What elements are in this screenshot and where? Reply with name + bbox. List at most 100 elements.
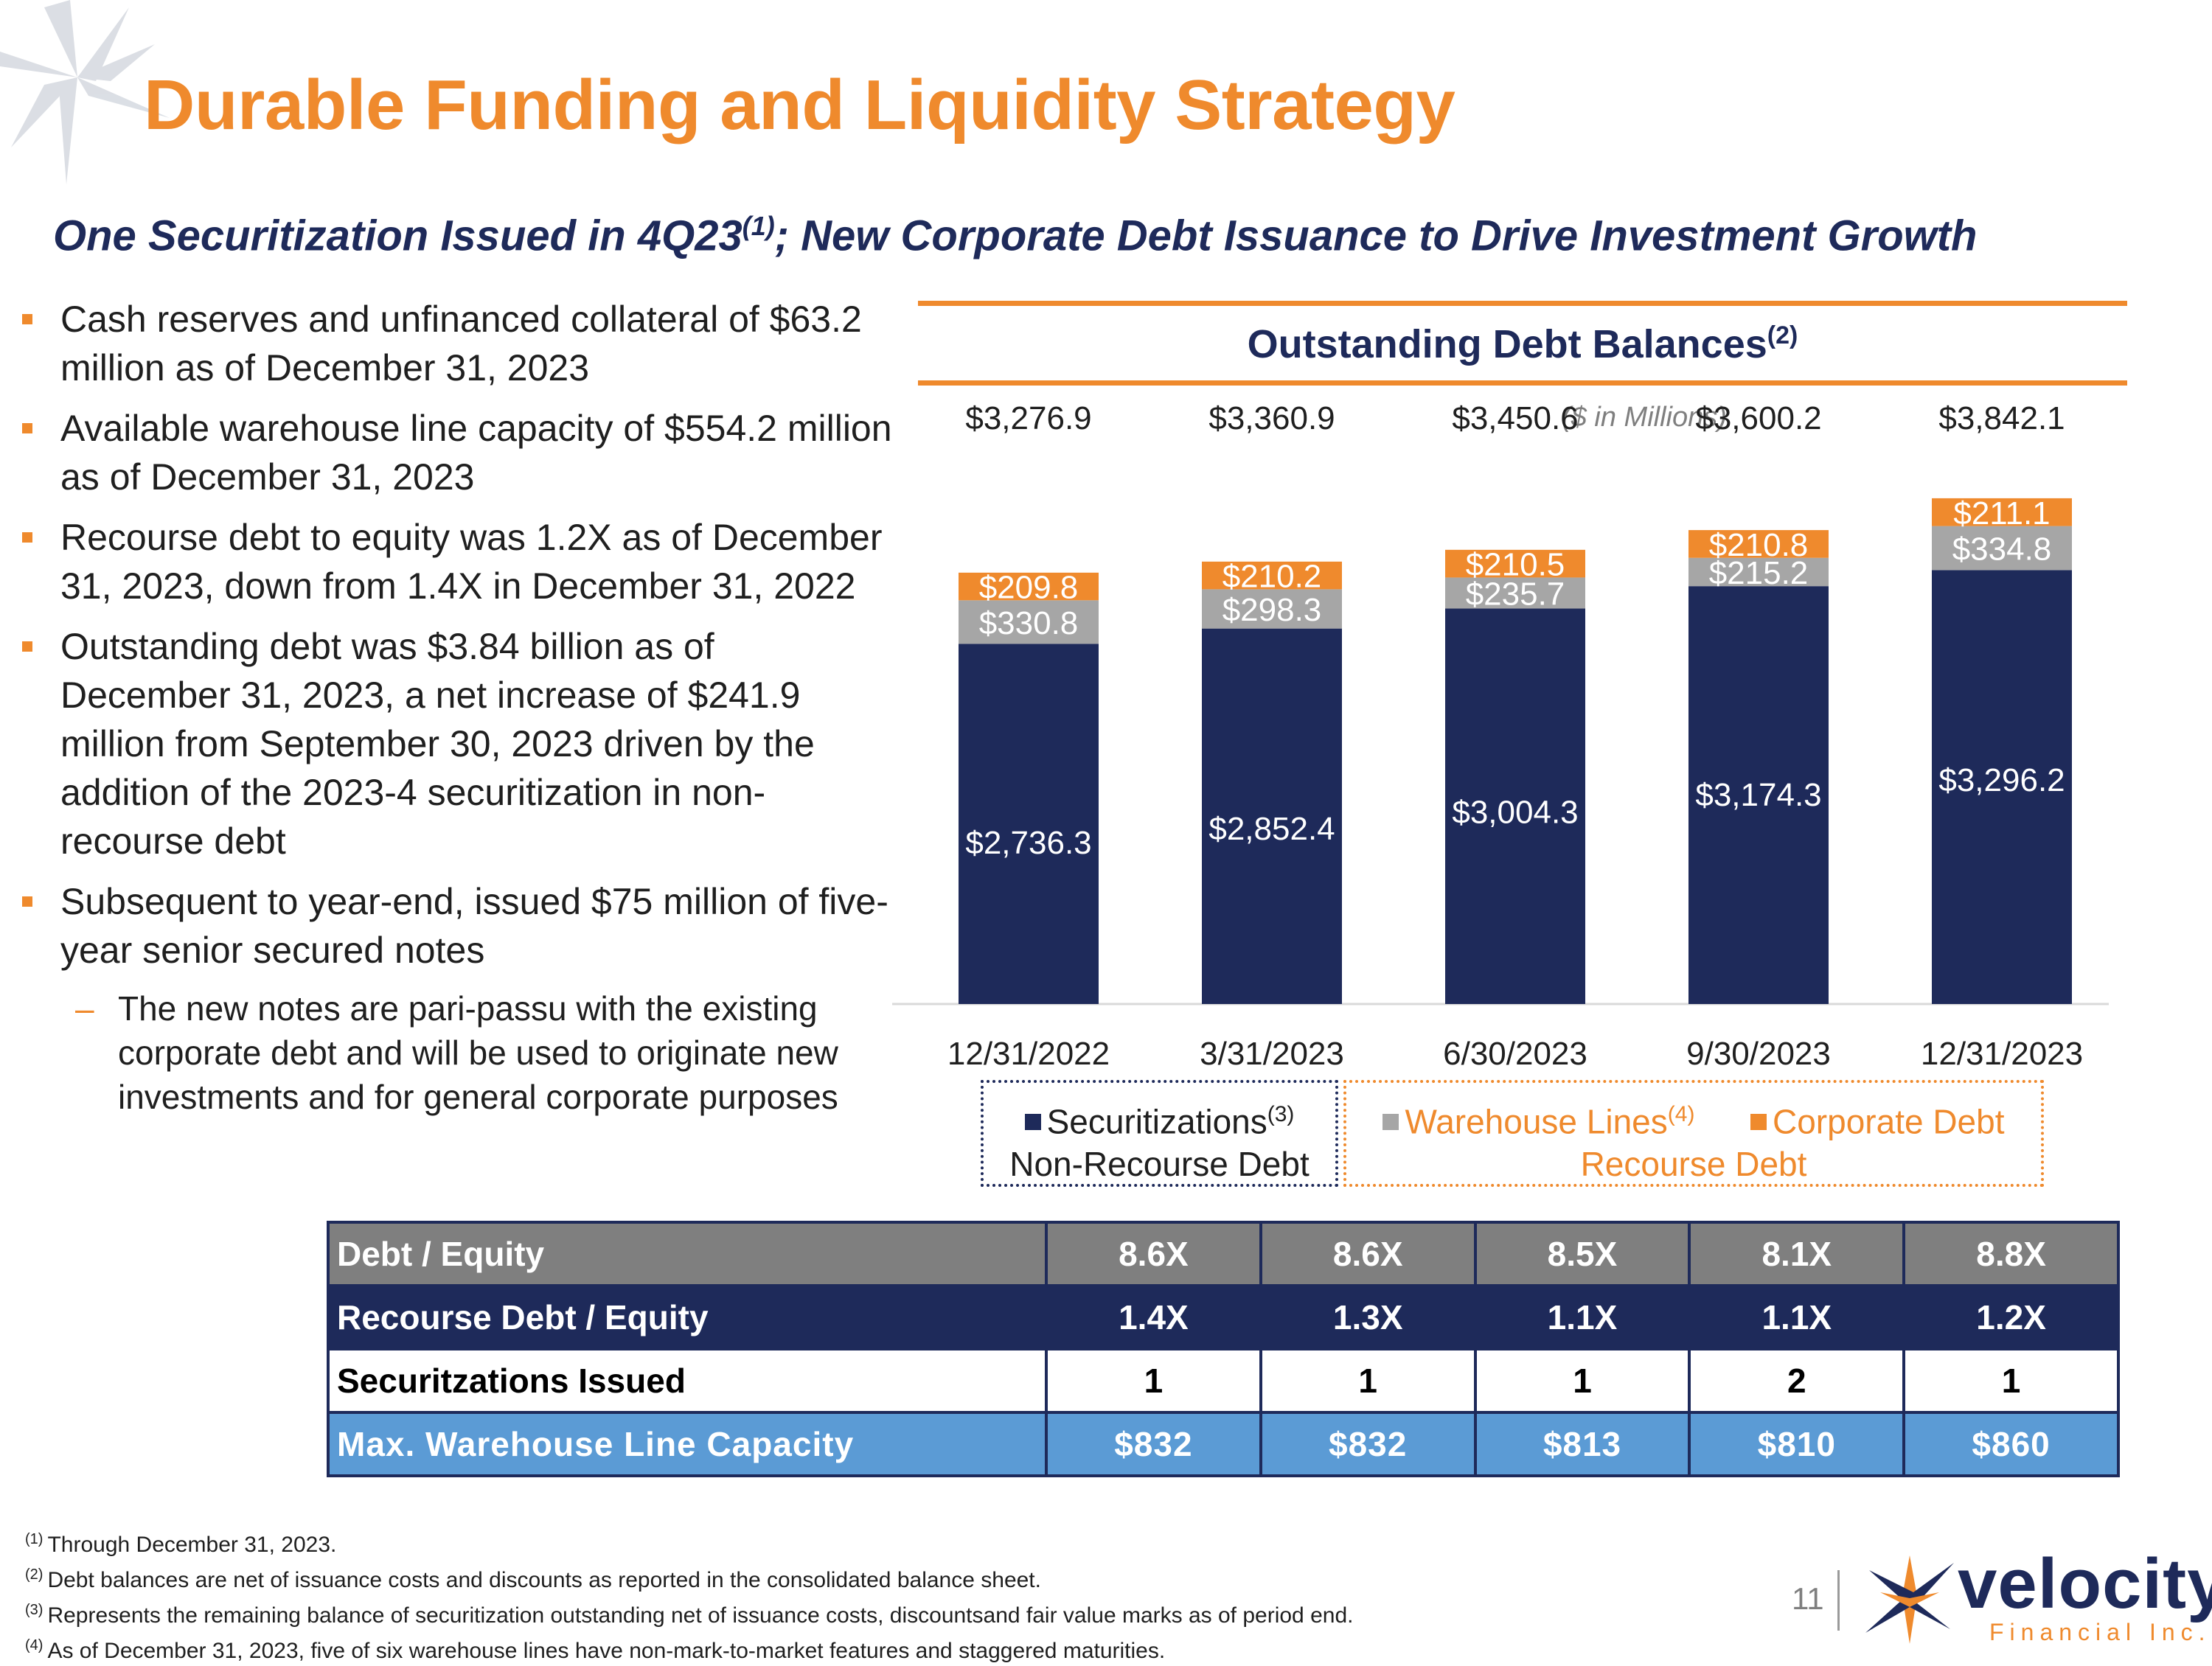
bar-warehouse-lines <box>959 600 1099 644</box>
x-tick-label: 12/31/2023 <box>1921 1036 2083 1072</box>
data-label-corporate: $210.2 <box>1222 559 1322 595</box>
chart-title-text: Outstanding Debt Balances <box>1247 322 1767 366</box>
page-divider <box>1837 1570 1840 1631</box>
bullet-item: Cash reserves and unfinanced collateral … <box>16 295 901 392</box>
legend-recourse: Warehouse Lines(4) Corporate Debt Recour… <box>1343 1080 2044 1187</box>
footnote: (3) Represents the remaining balance of s… <box>25 1595 1721 1631</box>
sub-bullet-text: The new notes are pari-passu with the ex… <box>118 989 838 1116</box>
page-number: 11 <box>1792 1581 1824 1616</box>
chart-title-bottom-rule <box>918 380 2127 386</box>
table-cell: 1.1X <box>1473 1284 1691 1350</box>
bar-corporate-debt <box>1445 549 1585 578</box>
bullet-item: Outstanding debt was $3.84 billion as of… <box>16 622 842 865</box>
footnote-text: As of December 31, 2023, five of six war… <box>47 1639 1166 1663</box>
footnote-number: (1) <box>25 1531 44 1547</box>
x-tick-label: 9/30/2023 <box>1686 1036 1831 1072</box>
debt-balances-chart: ($ in Millions) $2,736.3 $330.8$209.8 $3,27… <box>892 400 2109 1072</box>
bar-securitizations <box>1932 570 2072 1004</box>
data-label-total: $3,276.9 <box>965 400 1091 436</box>
table-cell: $860 <box>1902 1411 2120 1477</box>
chart-title-top-rule <box>918 301 2127 306</box>
data-label-warehouse: $298.3 <box>1222 592 1322 628</box>
bar-warehouse-lines <box>1932 526 2072 571</box>
chart-title-bar: Outstanding Debt Balances(2) <box>918 301 2127 388</box>
bullet-text: Subsequent to year-end, issued $75 milli… <box>60 881 888 971</box>
x-tick-label: 3/31/2023 <box>1200 1036 1344 1072</box>
chart-title-footnote-ref: (2) <box>1767 321 1798 349</box>
table-cell: $810 <box>1688 1411 1906 1477</box>
bullet-square-icon <box>22 896 32 907</box>
row-label: Max. Warehouse Line Capacity <box>327 1411 1048 1477</box>
table-cell: 1 <box>1045 1348 1262 1414</box>
bar-warehouse-lines <box>1688 557 1829 587</box>
data-label-corporate: $211.1 <box>1953 495 2050 531</box>
bullet-square-icon <box>22 532 32 543</box>
data-label-securitizations: $2,736.3 <box>965 825 1091 861</box>
corner-star-decoration <box>0 0 170 184</box>
table-cell: $832 <box>1045 1411 1262 1477</box>
table-row: Debt / Equity 8.6X 8.6X 8.5X 8.1X 8.8X <box>327 1221 2120 1287</box>
bar-securitizations <box>1688 586 1829 1004</box>
bullet-text: Outstanding debt was $3.84 billion as of… <box>60 626 815 862</box>
footnotes: (1) Through December 31, 2023. (2) Debt ba… <box>25 1524 1721 1666</box>
chart-title: Outstanding Debt Balances(2) <box>918 321 2127 367</box>
subtitle-rest: ; New Corporate Debt Issuance to Drive I… <box>774 212 1978 260</box>
bar-corporate-debt <box>1202 561 1342 590</box>
data-label-warehouse: $330.8 <box>979 605 1079 641</box>
bar-corporate-debt <box>1688 530 1829 558</box>
data-label-total: $3,360.9 <box>1208 400 1335 436</box>
legend-non-recourse-label: Non-Recourse Debt <box>1009 1145 1310 1184</box>
table-row: Securitzations Issued 1 1 1 2 1 <box>327 1348 2120 1414</box>
table-cell: 1.3X <box>1259 1284 1477 1350</box>
legend-securitizations-ref: (3) <box>1267 1102 1295 1126</box>
chart-units-label: ($ in Millions) <box>1562 402 1727 433</box>
footnote-text: Through December 31, 2023. <box>47 1533 337 1557</box>
table-cell: 2 <box>1688 1348 1906 1414</box>
footnote: (1) Through December 31, 2023. <box>25 1524 1721 1560</box>
bar-corporate-debt <box>959 572 1099 601</box>
metrics-table: Debt / Equity 8.6X 8.6X 8.5X 8.1X 8.8X R… <box>327 1221 2120 1477</box>
warehouse-swatch-icon <box>1382 1114 1399 1131</box>
bar-warehouse-lines <box>1445 577 1585 609</box>
bullet-list: Cash reserves and unfinanced collateral … <box>16 295 901 1119</box>
velocity-star-icon <box>1865 1555 1954 1644</box>
bullet-square-icon <box>22 641 32 652</box>
securitizations-swatch-icon <box>1024 1114 1041 1131</box>
x-tick-label: 12/31/2022 <box>947 1036 1110 1072</box>
legend-warehouse-lines: Warehouse Lines <box>1405 1102 1668 1141</box>
data-label-total: $3,842.1 <box>1938 400 2065 436</box>
footnote-text: Debt balances are net of issuance costs … <box>47 1568 1041 1592</box>
data-label-securitizations: $3,004.3 <box>1452 795 1578 831</box>
corporate-swatch-icon <box>1750 1114 1767 1131</box>
footnote-text: Represents the remaining balance of secu… <box>47 1603 1354 1628</box>
data-label-total: $3,600.2 <box>1695 400 1821 436</box>
table-cell: 8.8X <box>1902 1221 2120 1287</box>
page-title: Durable Funding and Liquidity Strategy <box>144 66 1455 144</box>
table-cell: 1.1X <box>1688 1284 1906 1350</box>
bar-securitizations <box>1445 608 1585 1004</box>
table-row: Recourse Debt / Equity 1.4X 1.3X 1.1X 1.… <box>327 1284 2120 1350</box>
data-label-corporate: $210.8 <box>1709 527 1809 563</box>
bullet-text: Cash reserves and unfinanced collateral … <box>60 299 862 388</box>
x-tick-label: 6/30/2023 <box>1443 1036 1587 1072</box>
footnote: (4) As of December 31, 2023, five of six … <box>25 1631 1721 1666</box>
legend-warehouse-ref: (4) <box>1667 1102 1695 1126</box>
bullet-square-icon <box>22 314 32 324</box>
footnote: (2) Debt balances are net of issuance cos… <box>25 1560 1721 1595</box>
table-cell: 8.5X <box>1473 1221 1691 1287</box>
footnote-number: (2) <box>25 1566 44 1583</box>
data-label-securitizations: $3,174.3 <box>1695 777 1821 813</box>
data-label-warehouse: $235.7 <box>1466 576 1565 612</box>
data-label-corporate: $209.8 <box>979 570 1079 606</box>
subtitle-main: One Securitization Issued in 4Q23 <box>53 212 742 260</box>
sub-bullet-item: – The new notes are pari-passu with the e… <box>16 986 901 1119</box>
table-row: Max. Warehouse Line Capacity $832 $832 $… <box>327 1411 2120 1477</box>
bar-corporate-debt <box>1932 498 2072 526</box>
data-label-securitizations: $2,852.4 <box>1208 811 1335 847</box>
table-cell: 1 <box>1473 1348 1691 1414</box>
logo-wordmark: velocity <box>1958 1544 2212 1623</box>
table-cell: $813 <box>1473 1411 1691 1477</box>
bullet-text: Recourse debt to equity was 1.2X as of D… <box>60 517 883 607</box>
table-cell: 8.6X <box>1259 1221 1477 1287</box>
row-label: Recourse Debt / Equity <box>327 1284 1048 1350</box>
